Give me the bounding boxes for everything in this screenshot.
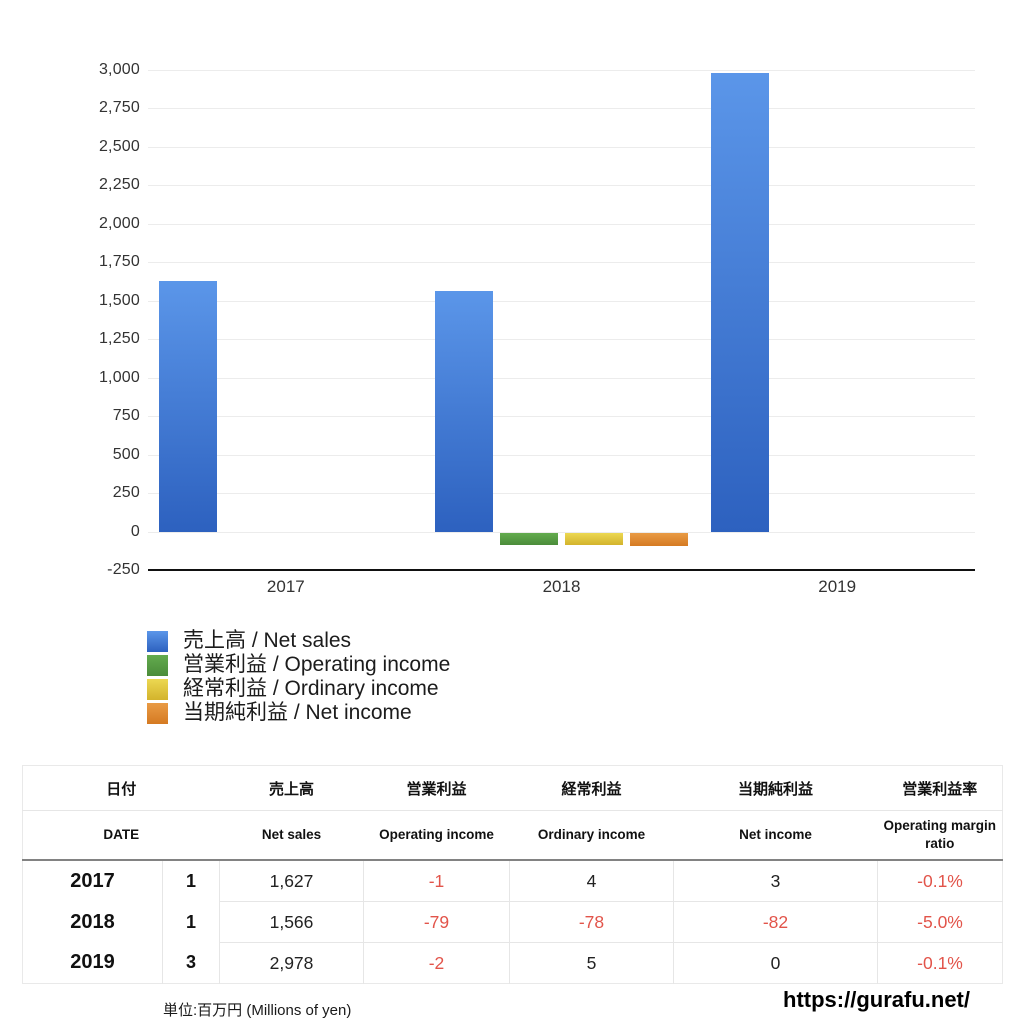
bar-net-sales-2017 (159, 281, 218, 532)
y-axis-tick-label: 2,750 (98, 99, 140, 117)
table-header-jp: 営業利益 (363, 765, 510, 811)
bar-net-income-2018 (630, 532, 688, 546)
bar-ordinary-income-2018 (565, 532, 623, 545)
legend-swatch-net-sales (147, 630, 168, 652)
y-axis-tick-label: 1,250 (98, 330, 140, 348)
cell-operating-income: -2 (363, 942, 510, 984)
chart-legend: 売上高 / Net sales 営業利益 / Operating income 経常… (147, 629, 450, 725)
cell-operating-margin-ratio: -0.1% (877, 860, 1003, 902)
gridline (148, 493, 975, 495)
y-axis-tick-label: 3,000 (98, 61, 140, 78)
table-row: 2017 1 1,627 -1 4 3 -0.1% (23, 860, 1003, 902)
gridline (148, 108, 975, 110)
table-row: 2018 1 1,566 -79 -78 -82 -5.0% (23, 901, 1003, 943)
legend-swatch-ordinary-income (147, 678, 168, 700)
gridline (148, 377, 975, 379)
legend-item: 当期純利益 / Net income (147, 701, 450, 725)
table-header-jp: 売上高 (219, 765, 364, 811)
y-axis-tick-label: -250 (107, 561, 140, 579)
table-header-en: Operating income (363, 810, 510, 861)
site-url: https://gurafu.net/ (783, 987, 970, 1012)
table-header-en: DATE (22, 810, 220, 861)
cell-operating-income: -79 (363, 901, 510, 943)
y-axis-tick-label: 250 (112, 484, 140, 502)
legend-label: 売上高 / Net sales (183, 629, 352, 652)
legend-label: 営業利益 / Operating income (183, 653, 451, 676)
gridline (148, 185, 975, 187)
data-table-container: 日付 売上高 営業利益 経常利益 当期純利益 営業利益率 DATE Net sales Ope… (22, 765, 1004, 984)
gridline (148, 223, 975, 225)
unit-note: 単位:百万円 (Millions of yen) (163, 1002, 352, 1019)
y-axis-tick-label: 0 (130, 522, 140, 540)
legend-item: 営業利益 / Operating income (147, 653, 450, 677)
gridline (148, 416, 975, 418)
cell-net-income: -82 (673, 901, 878, 943)
bar-net-sales-2019 (710, 73, 769, 532)
table-header-en: Net income (673, 810, 878, 861)
gridline (148, 531, 975, 533)
gridline (148, 454, 975, 456)
cell-ordinary-income: 4 (509, 860, 674, 902)
cell-month: 1 (161, 901, 220, 943)
cell-ordinary-income: 5 (509, 942, 674, 984)
table-header-en: Net sales (219, 810, 364, 861)
x-axis-line (148, 569, 975, 572)
cell-month: 3 (161, 942, 220, 984)
cell-operating-margin-ratio: -5.0% (877, 901, 1003, 943)
table-header-jp: 営業利益率 (877, 765, 1003, 811)
legend-item: 経常利益 / Ordinary income (147, 677, 450, 701)
cell-month: 1 (161, 860, 220, 902)
cell-net-sales: 1,566 (219, 901, 364, 943)
table-row: 2019 3 2,978 -2 5 0 -0.1% (23, 942, 1003, 984)
y-axis-tick-label: 750 (112, 407, 140, 425)
table-header-jp: 当期純利益 (673, 765, 878, 811)
table-header-row-jp: 日付 売上高 営業利益 経常利益 当期純利益 営業利益率 (22, 765, 1003, 811)
y-axis-tick-label: 1,750 (98, 253, 140, 271)
legend-swatch-operating-income (147, 654, 168, 676)
gridline (148, 262, 975, 264)
bar-net-sales-2018 (435, 290, 493, 532)
y-axis-tick-label: 2,250 (98, 176, 140, 194)
y-axis-tick-label: 1,000 (98, 368, 140, 386)
gridline (148, 300, 975, 302)
cell-year: 2018 (70, 910, 115, 933)
y-axis-tick-label: 500 (112, 445, 140, 463)
legend-label: 経常利益 / Ordinary income (183, 677, 439, 700)
cell-operating-margin-ratio: -0.1% (877, 942, 1003, 984)
table-header-jp: 日付 (22, 765, 220, 811)
legend-item: 売上高 / Net sales (147, 629, 450, 653)
bar-operating-income-2018 (500, 532, 558, 546)
table-header-en: Ordinary income (509, 810, 674, 861)
table-header-en: Operating margin ratio (877, 810, 1003, 861)
data-table: 日付 売上高 営業利益 経常利益 当期純利益 営業利益率 DATE Net sales Ope… (22, 765, 1004, 984)
cell-net-sales: 2,978 (219, 942, 364, 984)
cell-year: 2017 (70, 869, 115, 892)
table-header-jp: 経常利益 (509, 765, 674, 811)
cell-ordinary-income: -78 (509, 901, 674, 943)
cell-net-income: 0 (673, 942, 878, 984)
cell-net-sales: 1,627 (219, 860, 364, 902)
y-axis-tick-label: 2,000 (98, 214, 140, 232)
y-axis-tick-label: 2,500 (98, 137, 140, 155)
cell-operating-income: -1 (363, 860, 510, 902)
x-axis-label: 2017 (266, 577, 305, 597)
legend-label: 当期純利益 / Net income (183, 701, 412, 724)
bar-chart: 3,000 2,750 2,500 2,250 2,000 1,750 1,500 1,250… (98, 61, 975, 597)
y-axis-tick-label: 1,500 (98, 291, 140, 309)
table-header-row-en: DATE Net sales Operating income Ordinary in… (22, 810, 1003, 861)
gridline (148, 70, 975, 71)
table-body: 2017 1 1,627 -1 4 3 -0.1% 2018 1 1,566 -79 -78 -82 -5… (23, 860, 1003, 984)
cell-net-income: 3 (673, 860, 878, 902)
legend-swatch-net-income (147, 702, 168, 724)
table-head: 日付 売上高 営業利益 経常利益 当期純利益 営業利益率 DATE Net sales Ope… (22, 765, 1003, 861)
x-axis-label: 2018 (542, 577, 581, 597)
gridline (148, 339, 975, 341)
x-axis-label: 2019 (818, 577, 857, 597)
cell-year: 2019 (70, 951, 115, 974)
gridline (148, 146, 975, 148)
